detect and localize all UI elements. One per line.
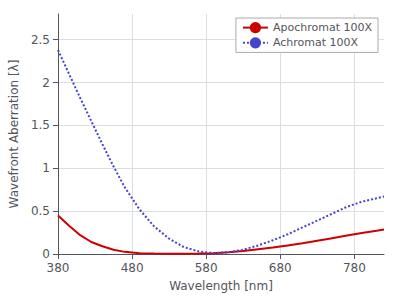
- svg-text:Apochromat 100X: Apochromat 100X: [273, 21, 373, 34]
- svg-text:Wavefront Aberration [λ]: Wavefront Aberration [λ]: [7, 60, 21, 209]
- svg-text:1.5: 1.5: [31, 118, 50, 132]
- svg-text:480: 480: [121, 261, 144, 275]
- svg-text:580: 580: [195, 261, 218, 275]
- svg-text:680: 680: [269, 261, 292, 275]
- svg-text:2.5: 2.5: [31, 33, 50, 47]
- svg-text:2: 2: [42, 76, 50, 90]
- svg-text:0.5: 0.5: [31, 204, 50, 218]
- svg-text:0: 0: [42, 247, 50, 261]
- svg-text:380: 380: [47, 261, 70, 275]
- svg-text:780: 780: [343, 261, 366, 275]
- svg-text:Achromat 100X: Achromat 100X: [273, 36, 359, 49]
- svg-text:Wavelength [nm]: Wavelength [nm]: [169, 279, 273, 293]
- svg-text:1: 1: [42, 161, 50, 175]
